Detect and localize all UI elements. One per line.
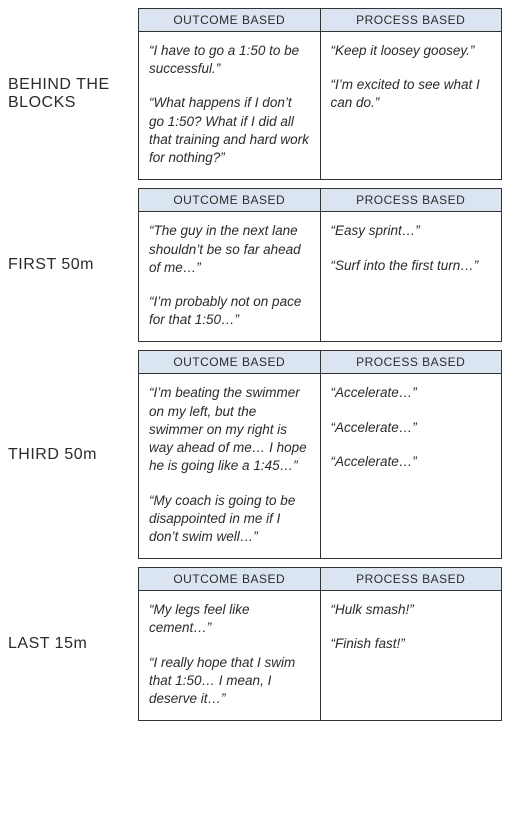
comparison-table: OUTCOME BASED PROCESS BASED “I’m beating… — [138, 350, 502, 559]
section-behind-blocks: BEHIND THE BLOCKS OUTCOME BASED PROCESS … — [8, 8, 502, 180]
quote: “I’m probably not on pace for that 1:50…… — [149, 293, 310, 329]
col-header-outcome: OUTCOME BASED — [139, 189, 321, 212]
col-header-process: PROCESS BASED — [320, 568, 502, 591]
section-last-15m: LAST 15m OUTCOME BASED PROCESS BASED “My… — [8, 567, 502, 721]
row-label: FIRST 50m — [8, 256, 138, 274]
col-header-outcome: OUTCOME BASED — [139, 351, 321, 374]
quote: “Easy sprint…” — [331, 222, 492, 240]
process-cell: “Accelerate…” “Accelerate…” “Accelerate…… — [320, 374, 502, 559]
quote: “Accelerate…” — [331, 419, 492, 437]
col-header-process: PROCESS BASED — [320, 9, 502, 32]
quote: “Accelerate…” — [331, 453, 492, 471]
quote: “What happens if I don’t go 1:50? What i… — [149, 94, 310, 167]
row-label: THIRD 50m — [8, 446, 138, 464]
quote: “I have to go a 1:50 to be successful.” — [149, 42, 310, 78]
outcome-cell: “The guy in the next lane shouldn’t be s… — [139, 212, 321, 342]
outcome-cell: “My legs feel like cement…” “I really ho… — [139, 591, 321, 721]
comparison-table: OUTCOME BASED PROCESS BASED “The guy in … — [138, 188, 502, 342]
quote: “Finish fast!” — [331, 635, 492, 653]
quote: “My legs feel like cement…” — [149, 601, 310, 637]
col-header-outcome: OUTCOME BASED — [139, 568, 321, 591]
outcome-cell: “I’m beating the swimmer on my left, but… — [139, 374, 321, 559]
quote: “Surf into the first turn…” — [331, 257, 492, 275]
quote: “I’m excited to see what I can do.” — [331, 76, 492, 112]
section-first-50m: FIRST 50m OUTCOME BASED PROCESS BASED “T… — [8, 188, 502, 342]
col-header-outcome: OUTCOME BASED — [139, 9, 321, 32]
process-cell: “Keep it loosey goosey.” “I’m excited to… — [320, 32, 502, 180]
quote: “I really hope that I swim that 1:50… I … — [149, 654, 310, 709]
process-cell: “Hulk smash!” “Finish fast!” — [320, 591, 502, 721]
process-cell: “Easy sprint…” “Surf into the first turn… — [320, 212, 502, 342]
comparison-table: OUTCOME BASED PROCESS BASED “I have to g… — [138, 8, 502, 180]
row-label: BEHIND THE BLOCKS — [8, 76, 138, 112]
quote: “My coach is going to be disappointed in… — [149, 492, 310, 547]
comparison-table: OUTCOME BASED PROCESS BASED “My legs fee… — [138, 567, 502, 721]
outcome-cell: “I have to go a 1:50 to be successful.” … — [139, 32, 321, 180]
quote: “Hulk smash!” — [331, 601, 492, 619]
col-header-process: PROCESS BASED — [320, 189, 502, 212]
section-third-50m: THIRD 50m OUTCOME BASED PROCESS BASED “I… — [8, 350, 502, 559]
col-header-process: PROCESS BASED — [320, 351, 502, 374]
quote: “Accelerate…” — [331, 384, 492, 402]
quote: “The guy in the next lane shouldn’t be s… — [149, 222, 310, 277]
row-label: LAST 15m — [8, 635, 138, 653]
quote: “I’m beating the swimmer on my left, but… — [149, 384, 310, 475]
quote: “Keep it loosey goosey.” — [331, 42, 492, 60]
